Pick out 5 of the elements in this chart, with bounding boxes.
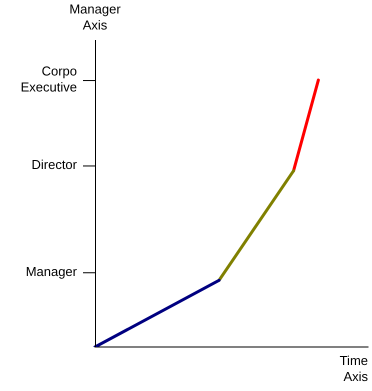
text: Corpo Executive <box>20 64 77 95</box>
text: Manager Axis <box>69 2 122 33</box>
text: Manager <box>26 264 78 279</box>
x-axis-title: Time Axis <box>338 353 368 385</box>
text: Director <box>31 157 78 172</box>
